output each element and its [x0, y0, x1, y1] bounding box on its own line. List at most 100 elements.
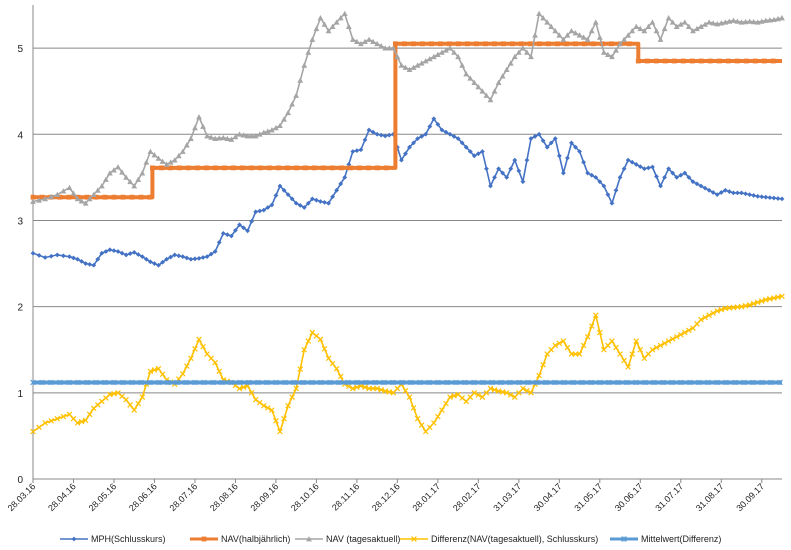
data-point [572, 41, 578, 47]
data-point [159, 158, 166, 164]
data-point [79, 258, 84, 264]
data-point [480, 379, 486, 386]
data-point [463, 71, 470, 77]
data-point [459, 62, 466, 68]
data-point [621, 166, 627, 172]
data-point [777, 379, 783, 386]
data-point [282, 379, 288, 386]
data-point [645, 165, 651, 171]
data-point [779, 15, 785, 21]
data-point [637, 25, 644, 32]
data-point [500, 170, 506, 176]
data-point [54, 415, 61, 422]
data-point [129, 379, 135, 386]
data-point [394, 385, 401, 392]
data-point [654, 174, 659, 179]
data-point [608, 41, 614, 47]
data-point [754, 299, 761, 306]
data-point [305, 200, 311, 206]
data-point [378, 386, 385, 393]
data-point [256, 131, 263, 137]
data-point [94, 402, 101, 408]
data-point [382, 388, 389, 394]
data-point [444, 379, 450, 386]
data-point [139, 394, 146, 400]
data-point [195, 165, 200, 171]
data-point [222, 165, 227, 171]
data-point [629, 159, 635, 165]
data-point [430, 53, 437, 60]
data-point [382, 45, 389, 51]
data-point [641, 27, 648, 34]
data-point [674, 174, 680, 180]
data-point [739, 190, 744, 196]
data-point [42, 196, 49, 202]
data-point [487, 385, 494, 392]
data-point [293, 385, 299, 392]
data-point [318, 199, 323, 204]
data-point [435, 379, 441, 386]
data-point [579, 379, 585, 386]
data-point [150, 165, 155, 171]
data-point [431, 116, 437, 122]
data-point [330, 165, 335, 171]
data-point [401, 41, 407, 47]
data-point [410, 64, 417, 70]
data-point [30, 194, 36, 200]
data-point [91, 262, 97, 268]
legend-item: Mittelwert(Differenz) [610, 530, 721, 548]
data-point [200, 123, 206, 129]
data-point [577, 149, 582, 154]
data-point [544, 351, 551, 357]
data-point [102, 379, 108, 386]
data-point [750, 379, 756, 386]
data-point [483, 389, 490, 396]
data-point [187, 135, 194, 141]
data-point [742, 302, 749, 309]
data-point [240, 384, 247, 391]
data-point [143, 159, 150, 165]
data-point [475, 392, 482, 398]
data-point [301, 205, 307, 210]
data-point [426, 55, 433, 62]
data-point [289, 101, 296, 107]
data-point [617, 40, 623, 47]
data-point [342, 174, 348, 180]
data-point [321, 165, 326, 171]
data-point [779, 293, 785, 300]
data-point [257, 208, 263, 214]
data-point [657, 36, 664, 42]
data-point [532, 134, 538, 139]
data-point [536, 372, 542, 379]
data-point [54, 252, 60, 258]
data-point [435, 121, 441, 127]
data-point [761, 58, 767, 64]
data-point [718, 306, 725, 313]
data-point [491, 386, 498, 393]
data-point [293, 92, 300, 98]
data-point [649, 19, 656, 25]
data-point [687, 379, 693, 386]
data-point [731, 190, 736, 196]
data-point [184, 363, 190, 369]
data-point [86, 411, 93, 418]
x-tick-label: 28.10.16 [289, 481, 321, 513]
x-tick-label: 28.04.16 [46, 481, 78, 513]
data-point [601, 346, 607, 353]
data-point [653, 27, 660, 34]
axes [32, 5, 782, 483]
data-point [686, 174, 692, 180]
data-point [83, 261, 89, 266]
data-point [179, 371, 186, 377]
data-point [160, 259, 165, 265]
y-tick-label: 1 [17, 389, 23, 400]
data-point [706, 187, 712, 193]
data-point [216, 135, 223, 141]
data-point [139, 170, 146, 176]
data-point [462, 379, 468, 386]
data-point [564, 344, 571, 351]
data-point [363, 379, 369, 386]
data-point [407, 144, 412, 150]
legend-swatch-icon [60, 536, 88, 542]
data-point [534, 379, 540, 386]
